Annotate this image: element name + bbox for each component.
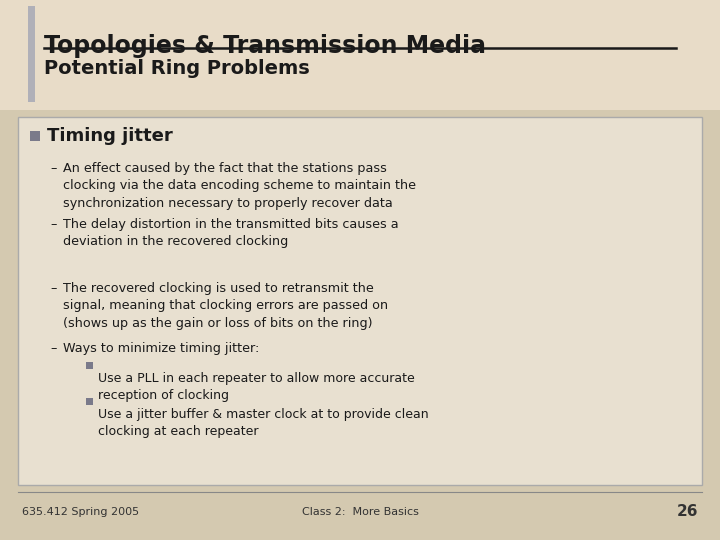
Bar bbox=[86, 362, 93, 369]
Text: 635.412 Spring 2005: 635.412 Spring 2005 bbox=[22, 507, 139, 517]
Bar bbox=[86, 398, 93, 405]
Text: –: – bbox=[50, 342, 56, 355]
Bar bbox=[30, 131, 40, 141]
Text: –: – bbox=[50, 282, 56, 295]
Text: Potential Ring Problems: Potential Ring Problems bbox=[44, 59, 310, 78]
Bar bbox=[28, 6, 35, 102]
Text: Timing jitter: Timing jitter bbox=[47, 127, 173, 145]
Text: Topologies & Transmission Media: Topologies & Transmission Media bbox=[44, 34, 486, 58]
Text: –: – bbox=[50, 218, 56, 231]
Text: The recovered clocking is used to retransmit the
signal, meaning that clocking e: The recovered clocking is used to retran… bbox=[63, 282, 388, 330]
Text: Ways to minimize timing jitter:: Ways to minimize timing jitter: bbox=[63, 342, 259, 355]
Text: An effect caused by the fact that the stations pass
clocking via the data encodi: An effect caused by the fact that the st… bbox=[63, 162, 416, 210]
Bar bbox=[18, 117, 702, 485]
Text: –: – bbox=[50, 162, 56, 175]
Text: 26: 26 bbox=[677, 504, 698, 519]
Bar bbox=[0, 0, 720, 110]
Text: The delay distortion in the transmitted bits causes a
deviation in the recovered: The delay distortion in the transmitted … bbox=[63, 218, 399, 248]
Text: Class 2:  More Basics: Class 2: More Basics bbox=[302, 507, 418, 517]
Text: Use a PLL in each repeater to allow more accurate
reception of clocking: Use a PLL in each repeater to allow more… bbox=[98, 372, 415, 402]
Text: Use a jitter buffer & master clock at to provide clean
clocking at each repeater: Use a jitter buffer & master clock at to… bbox=[98, 408, 428, 438]
